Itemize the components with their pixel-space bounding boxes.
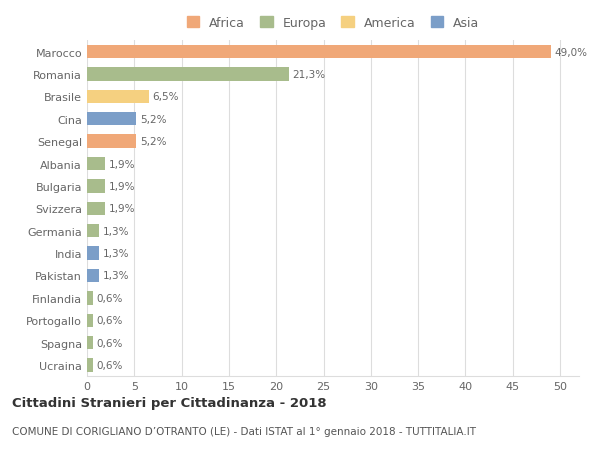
Text: 0,6%: 0,6% [97,360,123,370]
Text: 1,9%: 1,9% [109,159,135,169]
Text: 5,2%: 5,2% [140,114,166,124]
Bar [87,314,92,327]
Text: 0,6%: 0,6% [97,338,123,348]
Bar [87,269,100,283]
Text: COMUNE DI CORIGLIANO D’OTRANTO (LE) - Dati ISTAT al 1° gennaio 2018 - TUTTITALIA: COMUNE DI CORIGLIANO D’OTRANTO (LE) - Da… [12,426,476,436]
Bar [87,46,551,59]
Text: 1,3%: 1,3% [103,271,130,281]
Text: 1,9%: 1,9% [109,181,135,191]
Bar [87,291,92,305]
Text: 6,5%: 6,5% [152,92,179,102]
Bar [87,358,92,372]
Bar [87,180,105,193]
Bar [87,224,100,238]
Text: 49,0%: 49,0% [554,47,587,57]
Bar [87,90,149,104]
Text: Cittadini Stranieri per Cittadinanza - 2018: Cittadini Stranieri per Cittadinanza - 2… [12,396,326,409]
Text: 0,6%: 0,6% [97,315,123,325]
Text: 0,6%: 0,6% [97,293,123,303]
Bar [87,113,136,126]
Text: 5,2%: 5,2% [140,137,166,147]
Text: 1,9%: 1,9% [109,204,135,214]
Bar [87,68,289,82]
Bar [87,247,100,260]
Text: 1,3%: 1,3% [103,248,130,258]
Text: 21,3%: 21,3% [292,70,325,80]
Bar [87,135,136,149]
Bar [87,202,105,216]
Legend: Africa, Europa, America, Asia: Africa, Europa, America, Asia [184,14,482,32]
Bar [87,336,92,350]
Text: 1,3%: 1,3% [103,226,130,236]
Bar [87,157,105,171]
